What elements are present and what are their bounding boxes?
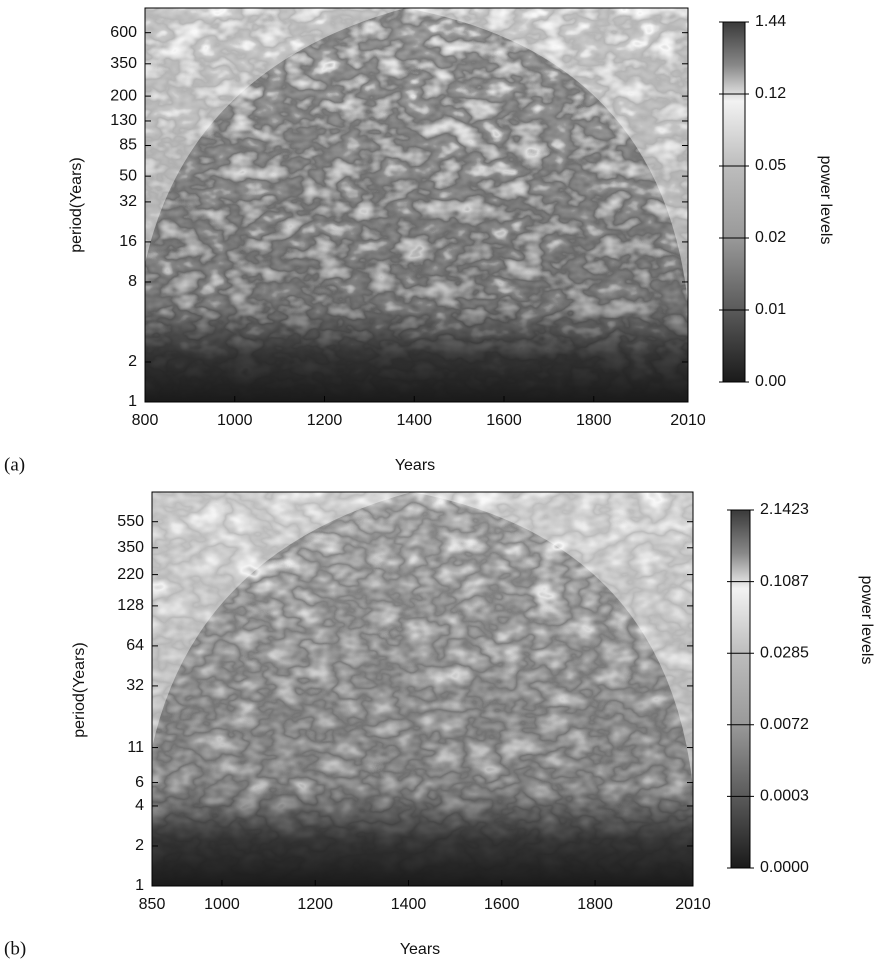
x-tick-label: 1200 (307, 412, 343, 429)
colorbar-label: power levels (858, 576, 875, 665)
x-tick-label: 850 (139, 896, 166, 913)
y-tick-label: 6 (135, 774, 144, 791)
y-tick-label: 32 (126, 677, 144, 694)
x-tick-label: 2010 (675, 896, 711, 913)
y-tick-label: 32 (119, 193, 137, 210)
colorbar-tick-label: 0.1087 (760, 573, 809, 590)
colorbar-tick-label: 2.1423 (760, 501, 809, 518)
colorbar-tick-label: 0.05 (755, 157, 786, 174)
heatmap (152, 492, 693, 886)
panel-label: (a) (4, 454, 25, 475)
colorbar-tick-label: 0.0003 (760, 788, 809, 805)
plot-frame (151, 491, 694, 887)
x-tick-label: 1400 (396, 412, 432, 429)
plot-frame (144, 7, 689, 403)
y-axis-label: period(Years) (68, 157, 85, 252)
y-tick-label: 11 (127, 739, 144, 756)
colorbar-tick-label: 0.02 (755, 229, 786, 246)
colorbar-tick-label: 1.44 (755, 13, 786, 30)
cone-of-influence-shade (152, 492, 693, 788)
colorbar-tick-label: 0.0285 (760, 644, 809, 661)
x-tick-label: 1400 (391, 896, 427, 913)
low-period-shade (145, 8, 688, 402)
x-tick-label: 800 (132, 412, 159, 429)
x-axis-label: Years (395, 457, 435, 474)
y-tick-label: 600 (110, 24, 137, 41)
y-tick-label: 200 (110, 87, 137, 104)
y-tick-label: 2 (135, 837, 144, 854)
low-period-shade (152, 492, 693, 886)
y-tick-label: 50 (119, 167, 137, 184)
colorbar-tick-label: 0.01 (755, 301, 786, 318)
colorbar (730, 509, 751, 869)
colorbar-label: power levels (817, 156, 834, 245)
y-tick-label: 128 (117, 597, 144, 614)
x-tick-label: 1600 (484, 896, 520, 913)
colorbar (722, 21, 746, 383)
x-tick-label: 1200 (297, 896, 333, 913)
x-tick-label: 1600 (486, 412, 522, 429)
y-tick-label: 350 (117, 539, 144, 556)
colorbar-tick-label: 0.0072 (760, 716, 809, 733)
cone-of-influence-shade (145, 8, 688, 304)
y-tick-label: 8 (128, 273, 137, 290)
x-tick-label: 1000 (204, 896, 240, 913)
y-axis-label: period(Years) (71, 642, 88, 737)
y-tick-label: 2 (128, 353, 137, 370)
x-tick-label: 1000 (217, 412, 253, 429)
heatmap (145, 8, 688, 402)
x-axis-label: Years (400, 941, 440, 958)
y-tick-label: 220 (117, 566, 144, 583)
y-tick-label: 16 (119, 233, 137, 250)
panel-label: (b) (4, 938, 26, 959)
y-tick-label: 350 (110, 55, 137, 72)
y-tick-label: 4 (135, 797, 144, 814)
y-tick-label: 130 (110, 112, 137, 129)
y-tick-label: 64 (126, 637, 144, 654)
colorbar-tick-label: 0.0000 (760, 859, 809, 876)
y-tick-label: 1 (135, 877, 144, 894)
colorbar-tick-label: 0.12 (755, 85, 786, 102)
x-tick-label: 1800 (576, 412, 612, 429)
colorbar-tick-label: 0.00 (755, 373, 786, 390)
x-tick-label: 2010 (670, 412, 706, 429)
y-tick-label: 85 (119, 137, 137, 154)
y-tick-label: 1 (128, 393, 137, 410)
x-tick-label: 1800 (577, 896, 613, 913)
y-tick-label: 550 (117, 513, 144, 530)
